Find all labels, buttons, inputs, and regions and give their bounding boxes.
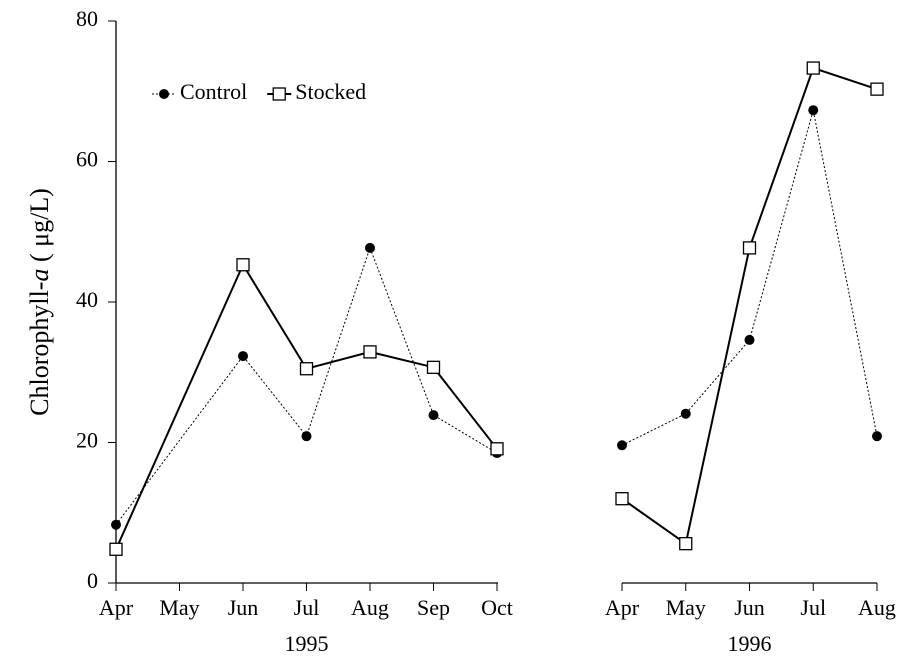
point	[617, 440, 627, 451]
y-axis-label-part: a	[25, 269, 54, 282]
point	[742, 241, 757, 255]
point	[808, 105, 819, 116]
y-axis-label-part: ( μg/L)	[25, 188, 54, 268]
point	[301, 431, 312, 442]
y-tick-label: 0	[87, 568, 98, 593]
x-tick-label: Aug	[351, 595, 389, 620]
point	[490, 442, 504, 456]
legend-marker	[272, 87, 286, 101]
y-tick-label: 40	[76, 287, 98, 312]
series-line	[115, 246, 498, 525]
x-tick-label: Apr	[99, 595, 134, 620]
x-axis-label: 1996	[728, 631, 772, 656]
y-axis-label: Chlorophyll-a ( μg/L)	[25, 188, 54, 416]
point	[679, 537, 693, 551]
y-tick-label: 80	[76, 6, 98, 31]
point	[109, 542, 123, 556]
point	[615, 492, 629, 506]
x-tick-label: Jul	[294, 595, 320, 620]
x-tick-label: Aug	[858, 595, 896, 620]
x-tick-label: Sep	[417, 595, 450, 620]
point	[806, 61, 820, 75]
point	[299, 362, 314, 376]
y-tick-label: 20	[76, 428, 98, 453]
point	[744, 334, 755, 345]
series-line	[621, 110, 878, 446]
series-line	[621, 66, 878, 546]
y-tick-label: 60	[76, 147, 98, 172]
x-tick-label: Jul	[800, 595, 826, 620]
point	[870, 82, 884, 96]
point	[680, 408, 691, 419]
point	[238, 351, 248, 362]
legend-marker	[159, 89, 169, 99]
point	[111, 519, 121, 530]
point	[363, 345, 377, 359]
legend-label: Control	[180, 79, 247, 104]
point	[872, 431, 882, 442]
series-line	[115, 262, 498, 550]
x-axis-label: 1995	[285, 631, 329, 656]
x-tick-label: Oct	[481, 595, 513, 620]
x-tick-label: Apr	[605, 595, 640, 620]
x-tick-label: Jun	[228, 595, 259, 620]
y-axis-label-part: Chlorophyll-	[25, 282, 54, 416]
legend-label: Stocked	[295, 79, 366, 104]
x-tick-label: Jun	[734, 595, 765, 620]
x-tick-label: May	[666, 595, 706, 620]
point	[426, 360, 441, 374]
x-tick-label: May	[159, 595, 199, 620]
point	[365, 242, 375, 253]
point	[236, 258, 250, 272]
point	[428, 410, 439, 421]
